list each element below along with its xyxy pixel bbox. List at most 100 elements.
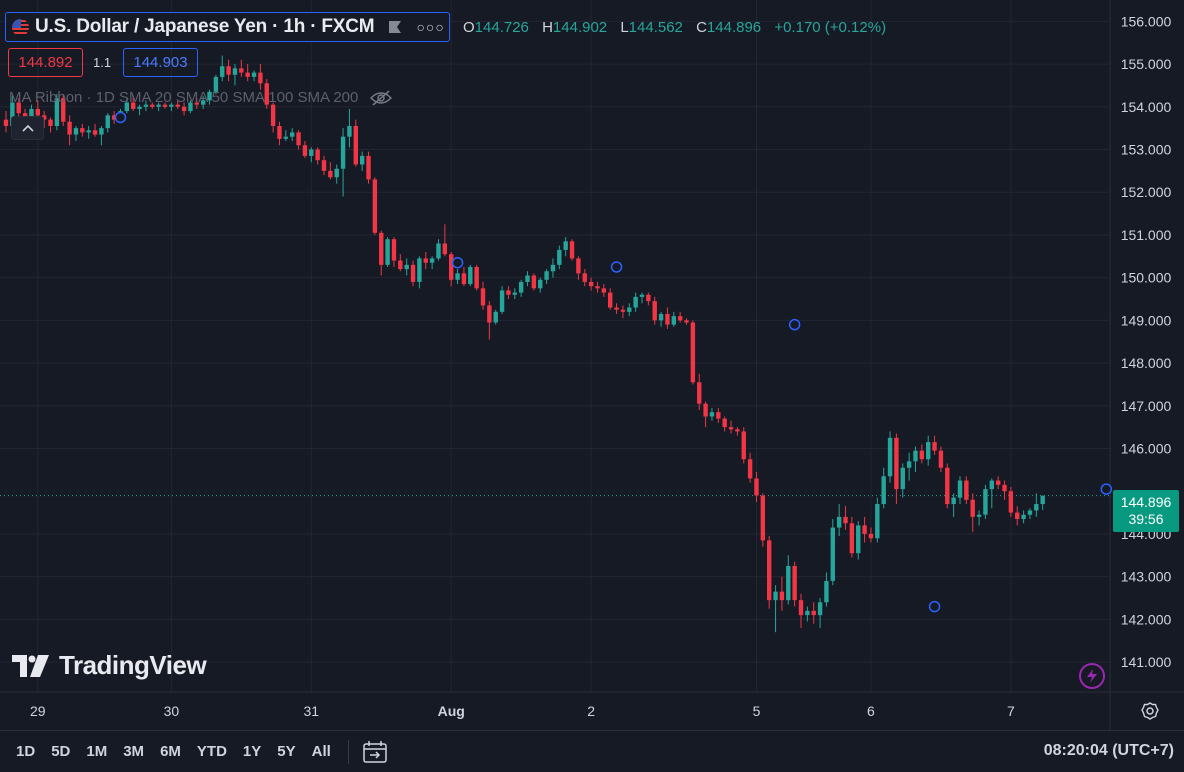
y-tick-label: 146.000 — [1121, 441, 1172, 457]
candle-body — [1027, 510, 1033, 515]
candle-body — [54, 98, 60, 127]
candle-body — [61, 98, 66, 122]
candle-body — [264, 83, 269, 105]
candle-body — [410, 264, 416, 282]
tradingview-watermark: TradingView — [12, 650, 207, 681]
candle-body — [836, 516, 842, 528]
candle-body — [646, 294, 651, 302]
range-5y-button[interactable]: 5Y — [277, 743, 296, 760]
change-readout: +0.170 (+0.12%) — [774, 19, 887, 36]
go-to-date-icon[interactable] — [363, 740, 387, 763]
symbol-selector[interactable]: U.S. Dollar / Japanese Yen · 1h · FXCM ○… — [5, 12, 450, 42]
candle-body — [926, 442, 931, 460]
candle-body — [277, 126, 282, 139]
candle-body — [92, 130, 98, 135]
candle-body — [875, 504, 880, 539]
range-all-button[interactable]: All — [311, 743, 331, 760]
candle-body — [391, 239, 397, 261]
candle-body — [531, 275, 537, 289]
candle-body — [887, 437, 893, 477]
range-1d-button[interactable]: 1D — [16, 743, 36, 760]
bar-countdown: 39:56 — [1128, 511, 1164, 527]
candle-body — [461, 273, 467, 285]
event-marker — [451, 256, 464, 269]
candle-body — [131, 102, 136, 109]
candle-body — [805, 610, 810, 616]
range-3m-button[interactable]: 3M — [123, 743, 145, 760]
last-price-value: 144.896 — [1120, 494, 1172, 510]
candle-body — [900, 467, 905, 490]
clock-timezone[interactable]: 08:20:04 (UTC+7) — [1043, 742, 1174, 759]
range-1y-button[interactable]: 1Y — [242, 743, 262, 760]
settings-gear-icon[interactable] — [1140, 701, 1160, 721]
candle-body — [550, 264, 556, 272]
price-chart[interactable]: 156.000 155.000 154.000 153.000 152.000 151.0… — [0, 0, 1184, 730]
collapse-legend-button[interactable] — [11, 116, 44, 140]
candle-body — [404, 264, 409, 270]
lightning-icon[interactable] — [1079, 663, 1105, 689]
candle-body — [792, 565, 797, 601]
candle-body — [73, 128, 79, 135]
candle-body — [856, 525, 861, 554]
range-ytd-button[interactable]: YTD — [196, 743, 227, 760]
candle-body — [512, 292, 517, 295]
candle-body — [429, 258, 435, 263]
candle-body — [213, 76, 219, 92]
candle-body — [614, 307, 619, 310]
range-1m-button[interactable]: 1M — [86, 743, 108, 760]
candle-body — [658, 313, 664, 321]
x-tick-label: 6 — [867, 703, 875, 719]
candle-body — [67, 121, 72, 135]
indicator-legend[interactable]: MA Ribbon · 1D SMA 20 SMA 50 SMA 100 SMA… — [9, 89, 393, 106]
candle-body — [80, 128, 85, 133]
candle-body — [639, 294, 645, 297]
candle-body — [41, 115, 47, 120]
candle-body — [970, 499, 975, 517]
candle-body — [1021, 514, 1026, 519]
candle-body — [754, 478, 759, 496]
y-tick-label: 155.000 — [1121, 56, 1172, 72]
range-5d-button[interactable]: 5D — [51, 743, 71, 760]
candle-body — [938, 450, 944, 468]
candle-body — [86, 130, 91, 133]
us-flag-icon — [12, 18, 29, 36]
candle-body — [767, 540, 772, 601]
range-6m-button[interactable]: 6M — [160, 743, 181, 760]
candle-body — [608, 292, 613, 308]
candle-body — [220, 66, 225, 77]
candle-body — [557, 249, 562, 265]
candle-body — [493, 311, 498, 323]
candle-body — [894, 437, 899, 490]
candle-body — [741, 431, 746, 460]
flag-icon[interactable] — [388, 20, 402, 34]
candle-body — [366, 155, 371, 180]
candle-body — [29, 108, 34, 120]
candle-body — [137, 106, 142, 109]
candle-body — [976, 514, 982, 517]
buy-price-button[interactable]: 144.903 — [123, 48, 198, 77]
candle-body — [862, 525, 867, 534]
candle-body — [849, 523, 855, 554]
candle-body — [162, 104, 168, 107]
candle-body — [385, 239, 390, 265]
candle-body — [983, 489, 988, 515]
candle-body — [951, 497, 956, 505]
last-price-tag: 144.896 39:56 — [1113, 490, 1179, 532]
eye-crossed-icon[interactable] — [370, 89, 393, 106]
candle-body — [1034, 504, 1039, 511]
candle-body — [690, 322, 696, 383]
candle-body — [747, 459, 753, 479]
candle-body — [372, 179, 378, 233]
candle-body — [200, 100, 206, 105]
candle-body — [474, 266, 479, 289]
candle-body — [449, 254, 454, 280]
candle-body — [652, 301, 657, 321]
tradingview-logo-icon — [12, 654, 49, 677]
x-tick-label: Aug — [438, 703, 465, 719]
sell-price-button[interactable]: 144.892 — [8, 48, 83, 77]
candle-body — [105, 115, 110, 129]
candle-body — [697, 382, 702, 404]
more-icon[interactable]: ○○○ — [416, 19, 445, 35]
candle-body — [684, 320, 689, 323]
candle-body — [468, 266, 473, 285]
